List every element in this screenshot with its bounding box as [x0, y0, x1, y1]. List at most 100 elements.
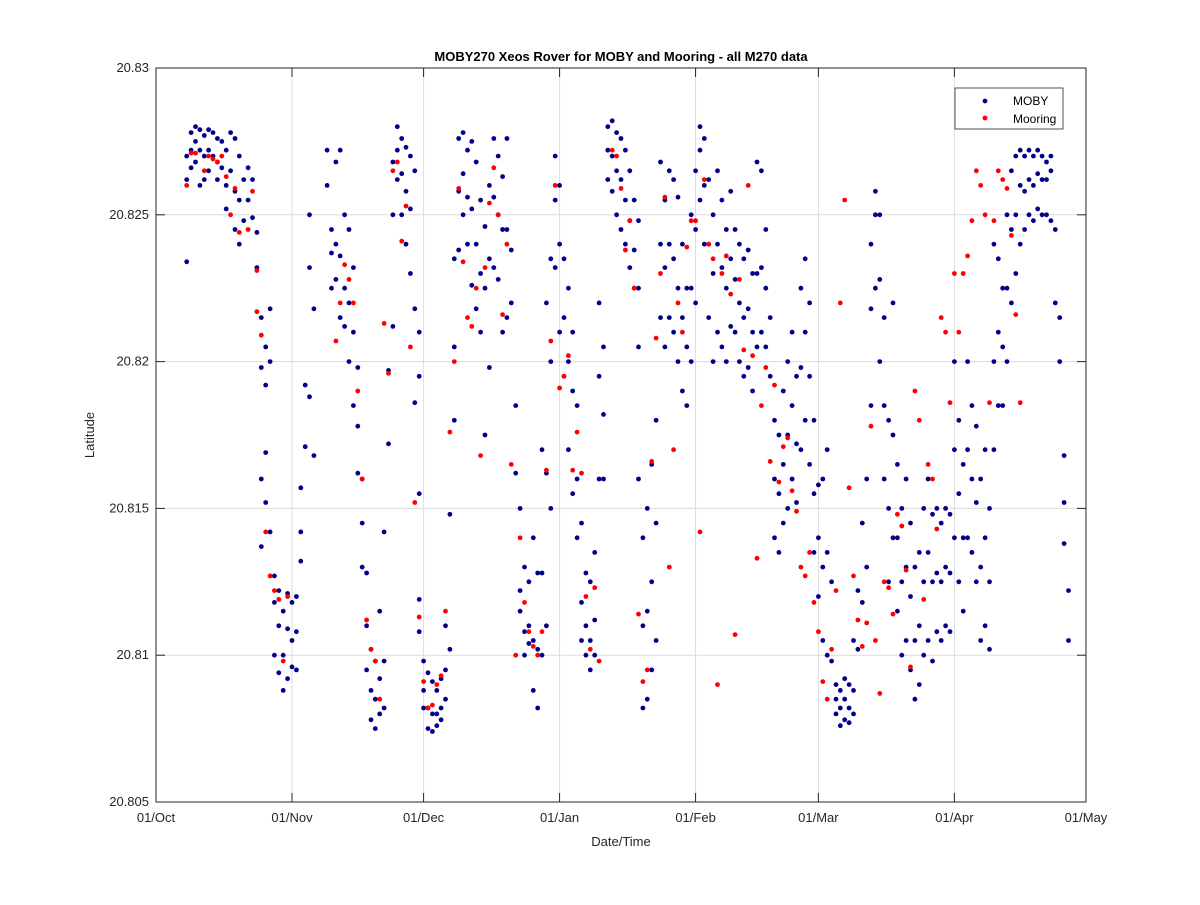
- moby-point: [886, 506, 891, 511]
- moby-point: [658, 315, 663, 320]
- moby-point: [868, 306, 874, 312]
- moby-point: [184, 259, 190, 265]
- moby-point: [662, 344, 668, 350]
- moby-point: [193, 159, 198, 165]
- moby-point: [381, 658, 387, 664]
- moby-point: [960, 462, 966, 467]
- moby-point: [816, 535, 821, 541]
- mooring-point: [684, 244, 690, 250]
- mooring-point: [469, 324, 475, 329]
- moby-point: [653, 417, 659, 423]
- moby-point: [794, 373, 799, 379]
- moby-point: [881, 476, 887, 482]
- mooring-point: [456, 186, 462, 191]
- moby-point: [298, 485, 304, 491]
- mooring-point: [522, 600, 527, 605]
- moby-point: [487, 183, 492, 188]
- moby-point: [377, 711, 383, 717]
- moby-point: [346, 300, 352, 306]
- moby-point: [868, 241, 874, 247]
- moby-point: [552, 265, 558, 270]
- moby-point: [263, 344, 269, 350]
- moby-point: [684, 285, 690, 291]
- moby-point: [649, 667, 655, 673]
- moby-point: [956, 579, 962, 585]
- moby-point: [263, 450, 269, 455]
- moby-point: [245, 197, 251, 203]
- mooring-point: [280, 658, 286, 664]
- moby-point: [517, 608, 523, 614]
- moby-point: [991, 447, 997, 453]
- mooring-point: [544, 467, 549, 473]
- moby-point: [675, 285, 681, 291]
- mooring-point: [881, 579, 887, 585]
- mooring-point: [254, 268, 260, 273]
- x-tick-label: 01/May: [1065, 810, 1108, 825]
- moby-point: [412, 400, 418, 406]
- mooring-point: [701, 177, 707, 183]
- mooring-point: [794, 508, 799, 514]
- moby-point: [311, 306, 317, 312]
- moby-point: [745, 306, 751, 312]
- moby-point: [513, 470, 519, 476]
- moby-point: [473, 241, 479, 247]
- moby-point: [811, 417, 817, 423]
- moby-point: [991, 241, 997, 247]
- moby-point: [548, 256, 554, 262]
- moby-point: [895, 535, 900, 541]
- moby-point: [987, 646, 992, 652]
- mooring-point: [548, 338, 554, 344]
- moby-point: [1044, 159, 1049, 165]
- mooring-point: [780, 444, 786, 450]
- x-tick-label: 01/Dec: [403, 810, 445, 825]
- mooring-point: [1000, 177, 1006, 183]
- moby-point: [767, 315, 773, 320]
- moby-point: [710, 212, 716, 218]
- moby-point: [754, 271, 760, 276]
- series-mooring: [184, 147, 1023, 711]
- moby-point: [258, 544, 264, 549]
- moby-point: [522, 629, 527, 635]
- moby-point: [675, 359, 681, 364]
- moby-point: [548, 506, 554, 511]
- moby-point: [236, 197, 242, 203]
- moby-point: [587, 638, 593, 643]
- moby-point: [351, 329, 356, 335]
- x-tick-label: 01/Apr: [935, 810, 974, 825]
- moby-point: [710, 359, 716, 364]
- mooring-point: [596, 658, 602, 664]
- moby-point: [973, 423, 979, 429]
- moby-point: [995, 329, 1001, 335]
- moby-point: [776, 432, 782, 438]
- moby-point: [504, 136, 510, 141]
- moby-point: [539, 652, 545, 658]
- moby-point: [456, 136, 462, 141]
- moby-point: [877, 277, 883, 282]
- moby-point: [658, 159, 663, 165]
- moby-point: [337, 253, 343, 259]
- moby-point: [482, 285, 488, 291]
- moby-point: [895, 608, 900, 614]
- mooring-point: [952, 271, 957, 276]
- mooring-point: [772, 382, 777, 388]
- mooring-point: [421, 679, 426, 684]
- moby-point: [241, 218, 247, 224]
- moby-point: [925, 476, 931, 482]
- moby-point: [934, 629, 940, 635]
- moby-point: [938, 579, 944, 585]
- moby-point: [250, 177, 255, 183]
- moby-point: [294, 594, 299, 599]
- moby-point: [995, 403, 1001, 408]
- moby-point: [754, 344, 760, 350]
- moby-point: [837, 688, 843, 693]
- moby-point: [816, 482, 821, 488]
- moby-point: [390, 324, 396, 329]
- moby-point: [952, 359, 957, 364]
- moby-point: [890, 535, 896, 541]
- mooring-point: [671, 447, 676, 453]
- moby-point: [403, 241, 409, 247]
- moby-point: [447, 511, 453, 517]
- moby-point: [530, 688, 536, 693]
- moby-point: [723, 285, 729, 291]
- moby-point: [627, 168, 633, 174]
